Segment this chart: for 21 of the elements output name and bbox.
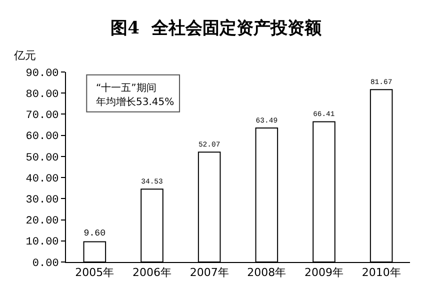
y-tick-label: 70.00 [26, 110, 59, 122]
annotation: 年均增长53.45% [96, 96, 174, 108]
y-tick-label: 40.00 [26, 173, 59, 186]
y-tick-label: 60.00 [26, 131, 59, 144]
y-tick-label: 90.00 [26, 68, 59, 80]
chart-title: 图4 全社会固定资产投资额 [110, 18, 322, 38]
data-label: 9.60 [84, 227, 106, 238]
y-axis-title: 亿元 [13, 49, 36, 62]
y-tick-label: 30.00 [26, 194, 59, 207]
y-tick-label: 50.00 [26, 152, 59, 164]
x-tick-label: 2005年 [75, 266, 114, 280]
y-tick-label: 20.00 [26, 216, 59, 228]
x-tick-label: 2007年 [190, 266, 229, 280]
y-tick-label: 0.00 [32, 258, 59, 270]
x-tick-label: 2008年 [247, 266, 286, 280]
x-tick-label: 2010年 [362, 266, 401, 280]
y-tick-label: 10.00 [26, 236, 59, 249]
x-tick-label: 2006年 [132, 266, 172, 280]
x-tick-label: 2009年 [304, 266, 344, 280]
annotation: “十一五”期间 [96, 82, 156, 94]
y-tick-label: 80.00 [26, 88, 59, 101]
